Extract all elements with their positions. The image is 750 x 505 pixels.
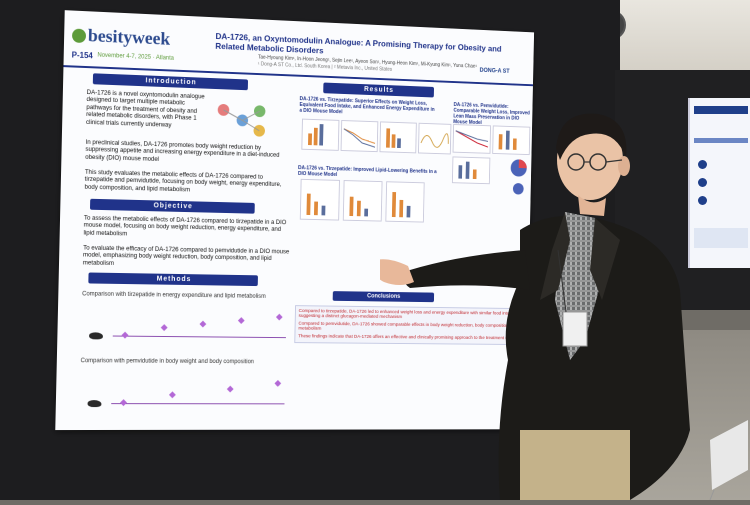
introduction-header: Introduction bbox=[93, 73, 248, 90]
objective-1: To assess the metabolic effects of DA-17… bbox=[83, 215, 291, 241]
mouse-icon bbox=[88, 400, 102, 407]
conference-brand: besityweek bbox=[88, 25, 171, 48]
presenter bbox=[380, 100, 710, 500]
result-chart bbox=[301, 119, 339, 151]
objective-2: To evaluate the efficacy of DA-1726 comp… bbox=[83, 244, 291, 270]
result-chart bbox=[341, 120, 379, 152]
methods-header: Methods bbox=[88, 272, 258, 286]
result-chart bbox=[300, 179, 340, 221]
result-chart bbox=[343, 180, 383, 222]
conference-logo: besityweek bbox=[72, 25, 170, 50]
intro-paragraph-2: In preclinical studies, DA-1726 promotes… bbox=[85, 139, 288, 167]
methods-timeline-2 bbox=[81, 370, 290, 420]
sponsor-logo: DONG-A ST bbox=[480, 68, 510, 75]
mouse-icon bbox=[89, 332, 103, 339]
poster-number: P-154 bbox=[72, 50, 93, 60]
intro-paragraph-1: DA-1726 is a novel oxyntomodulin analogu… bbox=[86, 89, 209, 130]
mechanism-diagram bbox=[213, 100, 271, 141]
methods-timeline-1 bbox=[83, 302, 292, 353]
obesityweek-logo-icon bbox=[72, 29, 86, 44]
methods-item-1: Comparison with tirzepatide in energy ex… bbox=[82, 291, 266, 300]
intro-paragraph-3: This study evaluates the metabolic effec… bbox=[84, 169, 287, 196]
results-header: Results bbox=[323, 83, 434, 98]
conference-city: Atlanta bbox=[156, 55, 174, 62]
methods-item-2: Comparison with pemvidutide in body weig… bbox=[81, 358, 254, 365]
conference-dates: November 4-7, 2025 bbox=[97, 53, 151, 61]
objective-header: Objective bbox=[90, 199, 255, 214]
